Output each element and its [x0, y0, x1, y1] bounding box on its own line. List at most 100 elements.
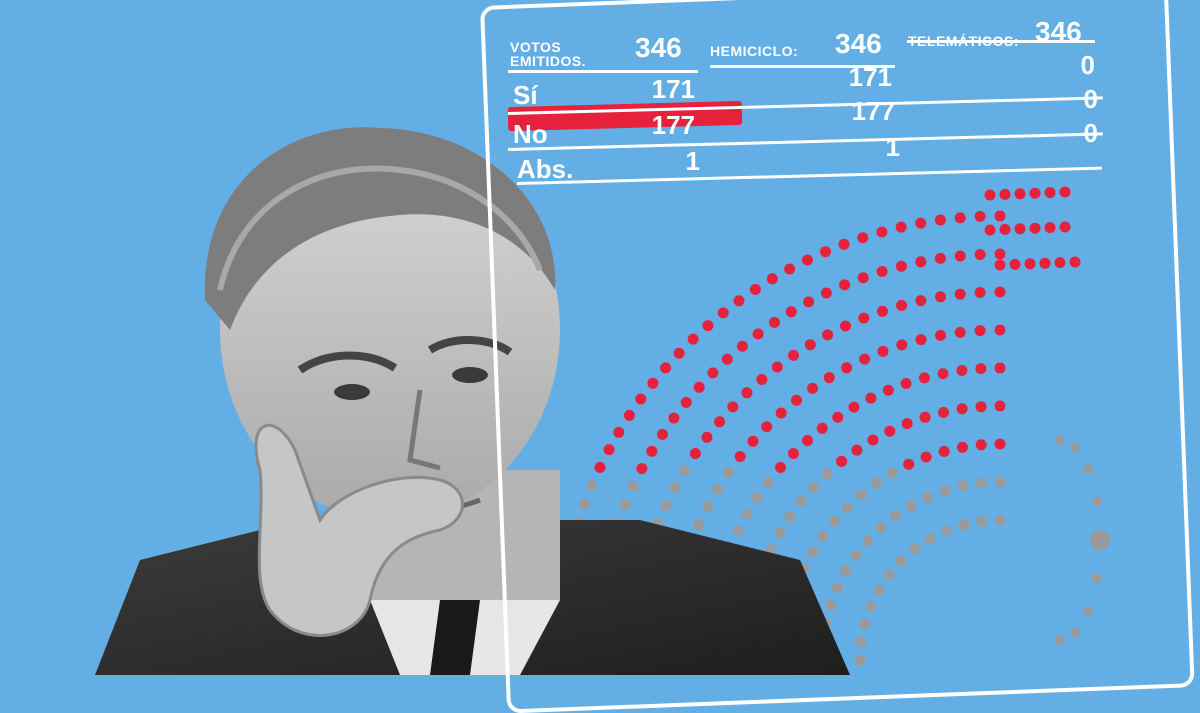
seat-dot-other — [627, 480, 639, 492]
seat-dot-other — [994, 476, 1006, 488]
seat-dot-other — [855, 636, 867, 648]
seat-dot-other — [886, 467, 898, 479]
seat-dot-other — [841, 501, 853, 513]
row-telematicos-si: 0 — [1080, 50, 1095, 80]
seat-dot-no — [785, 306, 797, 318]
emitidos-label: EMITIDOS. — [510, 53, 587, 69]
vote-tally: VOTOS EMITIDOS. 346 HEMICICLO: 346 TELEM… — [505, 16, 1105, 190]
divider — [508, 70, 698, 73]
seat-dot-no — [717, 307, 729, 319]
seat-dot-other — [883, 569, 895, 581]
seat-dot-no — [919, 411, 931, 423]
seat-dot-no — [801, 254, 813, 266]
seat-dot-no — [656, 428, 668, 440]
seat-dot-no — [802, 435, 813, 446]
seat-dot-no — [935, 291, 946, 303]
seat-dot-no — [603, 444, 615, 456]
seat-dot-no — [1024, 258, 1036, 270]
seat-dot-no — [784, 263, 796, 275]
divider — [907, 40, 1095, 43]
seat-dot-no — [687, 333, 699, 345]
seat-dot-no — [714, 416, 725, 428]
seat-dot-no — [788, 448, 799, 459]
seat-dot-no — [594, 461, 606, 473]
row-hemiciclo-abs: 1 — [885, 132, 900, 162]
seat-dot-no — [775, 462, 786, 473]
seat-dot-no — [954, 250, 966, 262]
seat-dot-no — [999, 188, 1011, 200]
seat-dot-other — [817, 530, 829, 542]
divider — [710, 65, 895, 68]
seat-dot-no — [721, 353, 733, 365]
seat-dot-no — [839, 279, 851, 291]
seat-dot-no — [867, 434, 879, 446]
seat-dot-other — [795, 496, 807, 508]
emitidos-value: 346 — [635, 32, 682, 63]
seat-dot-no — [954, 326, 966, 338]
seat-dot-other — [831, 582, 843, 594]
seat-dot-other — [660, 500, 672, 511]
seat-dot-other — [751, 492, 763, 504]
seat-dot-other — [889, 510, 901, 522]
seat-dot-no — [877, 305, 888, 317]
seat-dot-other — [1083, 464, 1094, 475]
seat-dot-no — [838, 238, 850, 250]
seat-dot-other — [712, 483, 724, 495]
seat-dot-no — [768, 316, 780, 328]
seat-dot-other — [976, 515, 988, 527]
seat-dot-no — [848, 401, 860, 413]
seat-dot-no — [975, 439, 987, 451]
seat-dot-other — [1070, 627, 1081, 638]
seat-dot-no — [920, 451, 932, 463]
seat-dot-no — [900, 378, 912, 389]
seat-dot-no — [915, 217, 927, 229]
seat-dot-no — [822, 329, 834, 341]
seat-dot-no — [859, 353, 871, 365]
seat-dot-other — [586, 480, 598, 491]
seat-dot-other — [1092, 496, 1102, 507]
seat-dot-no — [1029, 222, 1041, 234]
seat-dot-other — [669, 482, 681, 494]
seat-dot-no — [938, 406, 949, 418]
seat-dot-no — [934, 214, 946, 226]
seat-dot-other — [924, 533, 936, 545]
seat-dot-other — [732, 525, 744, 537]
seat-dot-no — [680, 396, 692, 408]
row-label-no: No — [513, 119, 548, 149]
seat-dot-no — [668, 412, 680, 424]
seat-dot-other — [870, 477, 882, 489]
seat-dot-no — [752, 328, 764, 340]
seat-dot-no — [895, 260, 907, 272]
seat-dot-no — [974, 325, 986, 337]
seat-dot-no — [915, 334, 927, 346]
seat-dot-no — [915, 256, 927, 268]
seat-dot-no — [918, 372, 930, 384]
seat-dot-no — [673, 347, 685, 359]
seat-dot-no — [788, 349, 799, 361]
seat-dot-no — [974, 287, 986, 298]
graphic-canvas: VOTOS EMITIDOS. 346 HEMICICLO: 346 TELEM… — [95, 0, 1195, 713]
seat-dot-no — [896, 339, 908, 351]
seat-dot-no — [1029, 187, 1041, 199]
seat-dot-no — [1059, 221, 1071, 233]
seat-dot-no — [689, 448, 701, 459]
seat-dot-no — [956, 365, 968, 376]
seat-dot-no — [820, 246, 831, 258]
row-hemiciclo-no: 177 — [851, 96, 895, 126]
seat-dot-other — [808, 481, 820, 493]
row-label-abs: Abs. — [517, 154, 574, 184]
seat-dot-no — [937, 368, 949, 380]
seat-dot-other — [939, 485, 951, 497]
seat-dot-no — [736, 340, 748, 352]
seat-dot-no — [1069, 256, 1081, 268]
seat-dot-no — [994, 324, 1006, 336]
politician-photo — [95, 127, 850, 675]
seat-dot-no — [994, 362, 1006, 374]
seat-dot-no — [857, 272, 869, 284]
seat-dot-no — [741, 387, 753, 399]
seat-dot-other — [958, 519, 970, 531]
seat-dot-no — [623, 409, 635, 421]
seat-dot-no — [766, 273, 778, 285]
seat-dot-other — [875, 522, 887, 534]
seat-dot-other — [821, 468, 833, 480]
